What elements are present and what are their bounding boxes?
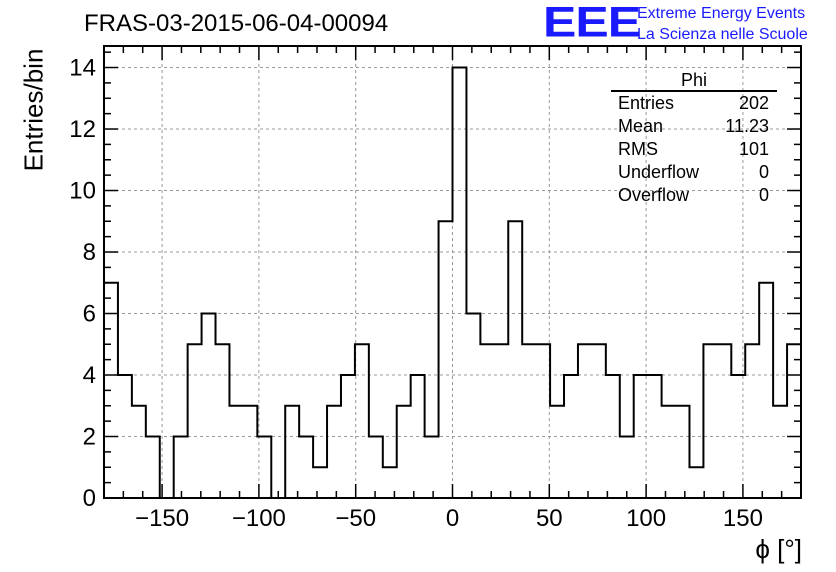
x-tick-label: −100 [232, 505, 286, 532]
histogram-bin [689, 467, 703, 498]
x-tick-label: −50 [335, 505, 376, 532]
stats-value: 202 [738, 93, 769, 113]
histogram-bin [662, 406, 676, 498]
histogram-line [104, 66, 801, 499]
histogram-bin [188, 344, 202, 498]
stats-row-overflow: Overflow 0 [611, 184, 777, 207]
histogram-bin [174, 437, 188, 498]
histogram-bin [606, 375, 620, 498]
stats-value: 101 [738, 139, 769, 159]
histogram-bin [229, 406, 243, 498]
histogram-bin [202, 314, 216, 498]
histogram-bin [243, 406, 257, 498]
histogram-bin [759, 283, 773, 498]
stats-label: Entries [618, 93, 675, 113]
histogram-bin [773, 406, 787, 498]
stats-label: RMS [618, 139, 658, 159]
stats-label: Underflow [618, 162, 700, 182]
histogram-bin [508, 221, 522, 498]
histogram-bin [146, 437, 160, 498]
histogram-bin [480, 344, 494, 498]
chart-title: FRAS-03-2015-06-04-00094 [84, 10, 389, 37]
y-tick-label: 10 [69, 178, 96, 205]
histogram-bin [132, 406, 146, 498]
stats-row-rms: RMS 101 [611, 138, 777, 161]
histogram-bin [453, 68, 467, 498]
histogram-bin [494, 344, 508, 498]
stats-title: Phi [611, 71, 777, 92]
logo-line-1: Extreme Energy Events [637, 5, 806, 22]
y-tick-label: 4 [83, 362, 96, 389]
histogram-bin [425, 437, 439, 498]
histogram-bin [745, 344, 759, 498]
histogram-bin [285, 406, 299, 498]
x-tick-label: 0 [446, 505, 459, 532]
y-tick-label: 14 [69, 55, 96, 82]
histogram-bin [216, 344, 230, 498]
histogram-bin [592, 344, 606, 498]
stats-row-entries: Entries 202 [611, 92, 777, 115]
stats-value: 0 [758, 185, 769, 205]
histogram-bin [466, 314, 480, 498]
histogram-bin [703, 344, 717, 498]
histogram-bin [299, 437, 313, 498]
eee-logo: EEE [543, 0, 641, 47]
histogram-bin [369, 437, 383, 498]
stats-label: Overflow [618, 185, 690, 205]
stats-value: 0 [758, 162, 769, 182]
x-tick-label: −150 [135, 505, 189, 532]
stats-value: 11.23 [725, 116, 769, 136]
histogram-bin [522, 344, 536, 498]
stats-label: Mean [618, 116, 664, 136]
stats-rows: Entries 202 Mean 11.23 RMS 101 Underflow 0 Overf… [611, 92, 777, 207]
histogram-bin [676, 406, 690, 498]
y-tick-label: 2 [83, 424, 96, 451]
x-axis-label: ϕ [°] [755, 534, 802, 564]
histogram-bin [397, 406, 411, 498]
stats-row-mean: Mean 11.23 [611, 115, 777, 138]
histogram-bin [717, 344, 731, 498]
y-tick-label: 12 [69, 116, 96, 143]
stats-box: Phi Entries 202 Mean 11.23 RMS 101 Underflow 0 O… [611, 71, 777, 207]
x-tick-label: 50 [536, 505, 563, 532]
y-axis-label: Entries/bin [18, 48, 49, 172]
histogram-bin [648, 375, 662, 498]
x-tick-label: 100 [626, 505, 666, 532]
x-tick-label: 150 [723, 505, 763, 532]
histogram-bin [536, 344, 550, 498]
histogram-bin [550, 406, 564, 498]
logo-text: Extreme Energy Events La Scienza nelle S… [637, 3, 808, 45]
logo-line-2: La Scienza nelle Scuole [637, 26, 808, 43]
y-tick-label: 8 [83, 239, 96, 266]
stats-row-underflow: Underflow 0 [611, 161, 777, 184]
histogram-bin [355, 344, 369, 498]
histogram-bin [620, 437, 634, 498]
y-tick-label: 6 [83, 301, 96, 328]
histogram-bin [327, 406, 341, 498]
histogram-bin [578, 344, 592, 498]
histogram-bin [439, 221, 453, 498]
y-tick-label: 0 [83, 485, 96, 512]
histogram-bin [313, 467, 327, 498]
